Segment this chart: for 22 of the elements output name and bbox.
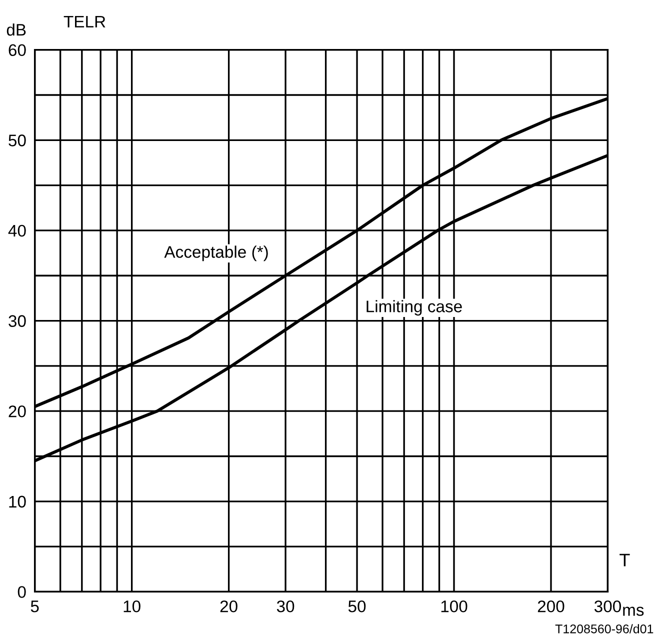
chart-title: TELR (64, 16, 106, 28)
series-label: Limiting case (366, 300, 462, 316)
y-tick-label: 50 (8, 134, 26, 146)
x-axis-title: T (620, 554, 630, 566)
x-tick-label: 30 (276, 600, 294, 612)
x-tick-label: 50 (348, 600, 366, 612)
y-tick-label: 60 (8, 44, 26, 56)
x-tick-label: 5 (30, 600, 39, 612)
y-tick-label: 0 (18, 586, 26, 598)
x-tick-label: 10 (124, 600, 140, 612)
series-label: Acceptable (*) (164, 246, 268, 262)
x-tick-label: 200 (538, 600, 564, 612)
text: T1208560-96/d01 (555, 624, 654, 634)
y-tick-label: 40 (8, 224, 26, 237)
y-tick-label: 30 (8, 315, 26, 327)
x-tick-label: 300 (594, 600, 621, 612)
y-tick-label: 20 (8, 405, 26, 418)
x-tick-label: 20 (220, 600, 238, 612)
x-tick-label: 100 (441, 600, 468, 612)
y-axis-title: dB (6, 23, 26, 36)
text: ms (623, 606, 644, 616)
y-tick-label: 10 (9, 496, 26, 508)
